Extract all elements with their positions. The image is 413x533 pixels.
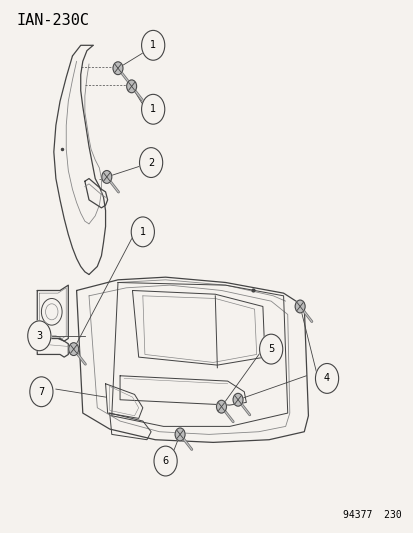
Circle shape <box>259 334 282 364</box>
Circle shape <box>30 377 53 407</box>
Circle shape <box>294 300 304 313</box>
Circle shape <box>113 62 123 75</box>
Circle shape <box>141 30 164 60</box>
Circle shape <box>175 428 185 441</box>
Circle shape <box>141 94 164 124</box>
Circle shape <box>131 217 154 247</box>
Text: 1: 1 <box>150 41 156 50</box>
Circle shape <box>139 148 162 177</box>
Circle shape <box>126 80 136 93</box>
Circle shape <box>154 446 177 476</box>
Text: 1: 1 <box>150 104 156 114</box>
Text: 5: 5 <box>267 344 274 354</box>
Text: 3: 3 <box>36 331 42 341</box>
Text: 1: 1 <box>140 227 145 237</box>
Circle shape <box>102 171 112 183</box>
Circle shape <box>233 393 242 406</box>
Circle shape <box>69 343 78 356</box>
Text: IAN-230C: IAN-230C <box>17 13 89 28</box>
Text: 94377  230: 94377 230 <box>342 510 401 520</box>
Text: 7: 7 <box>38 387 45 397</box>
Circle shape <box>41 298 62 325</box>
Text: 4: 4 <box>323 374 329 383</box>
Circle shape <box>315 364 338 393</box>
Text: 2: 2 <box>147 158 154 167</box>
Text: 6: 6 <box>162 456 168 466</box>
Circle shape <box>216 400 226 413</box>
Circle shape <box>28 321 51 351</box>
